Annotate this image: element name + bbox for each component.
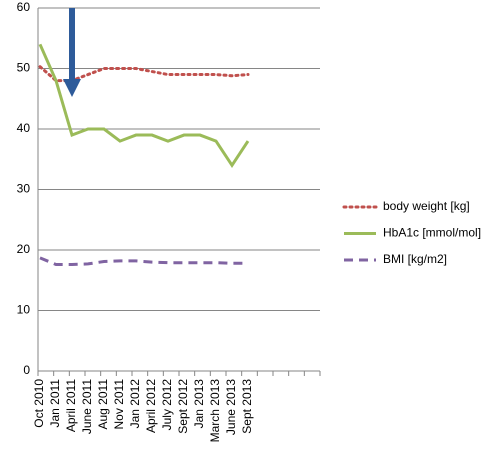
x-tick-label: Jan 2012: [128, 379, 142, 429]
x-tick-label: April 2012: [144, 379, 158, 433]
y-tick-label: 10: [17, 303, 31, 317]
x-tick-label: March 2013: [208, 379, 222, 443]
y-tick-label: 40: [17, 121, 31, 135]
y-tick-label: 60: [17, 0, 31, 14]
x-tick-label: Aug 2011: [96, 379, 110, 430]
x-tick-label: July 2012: [160, 379, 174, 431]
x-tick-label: Sept 2012: [176, 379, 190, 434]
x-tick-label: Sept 2013: [240, 379, 254, 434]
y-tick-label: 30: [17, 182, 31, 196]
data-line: [38, 65, 250, 83]
legend-label: BMI [kg/m2]: [383, 252, 447, 266]
y-tick-label: 50: [17, 61, 31, 75]
x-tick-label: June 2013: [224, 379, 238, 435]
legend-label: HbA1c [mmol/mol]: [383, 226, 481, 240]
x-tick-label: April 2011: [64, 379, 78, 432]
y-tick-label: 20: [17, 242, 31, 256]
x-tick-label: Jan 2011: [48, 379, 62, 428]
x-tick-label: June 2011: [80, 379, 94, 434]
x-tick-label: Oct 2010: [32, 379, 46, 428]
x-tick-label: Jan 2013: [192, 379, 206, 429]
x-tick-label: Nov 2011: [112, 379, 126, 430]
data-line: [39, 256, 248, 267]
y-tick-label: 0: [23, 363, 30, 377]
legend-label: body weight [kg]: [383, 199, 470, 213]
data-line: [38, 43, 250, 169]
